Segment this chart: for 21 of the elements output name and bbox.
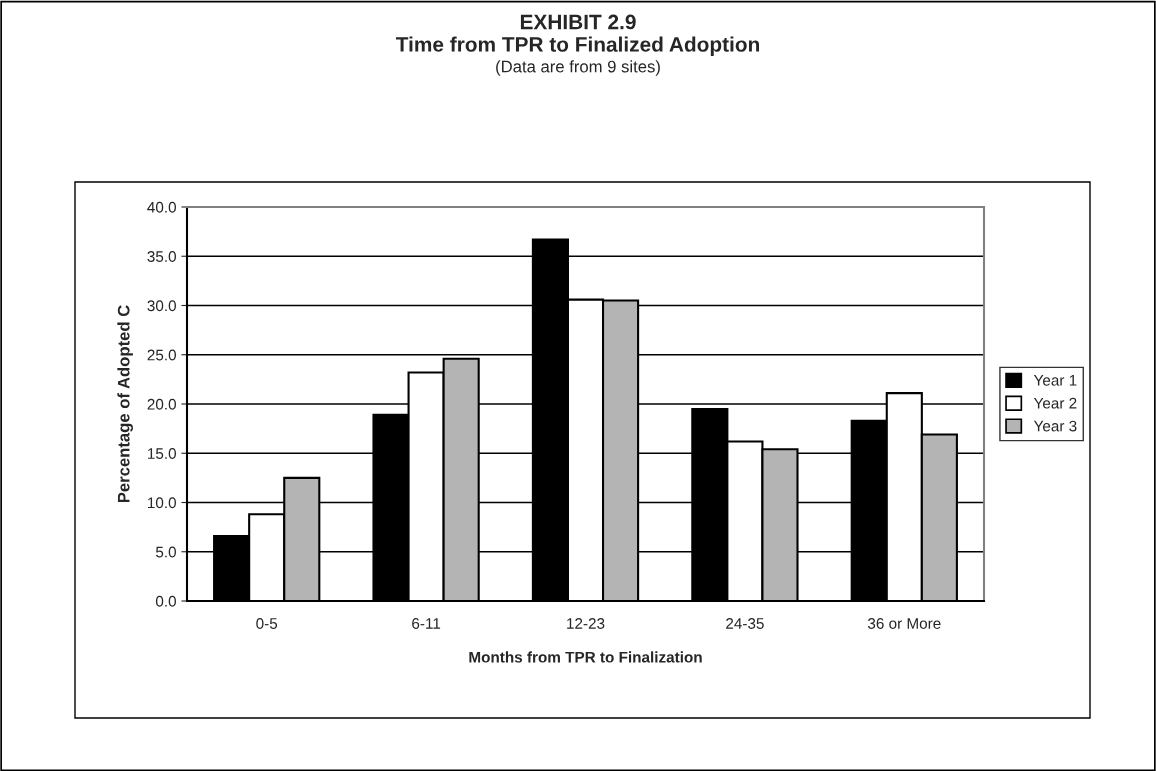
y-tick-label: 10.0 xyxy=(148,497,176,509)
y-axis-title: Percentage of Adopted C xyxy=(117,305,133,503)
y-tick-label: 0.0 xyxy=(155,595,176,607)
x-tick-label: 6-11 xyxy=(412,618,441,629)
x-tick-label: 0-5 xyxy=(256,618,278,629)
y-tick-label: 5.0 xyxy=(155,546,176,558)
legend-label: Year 3 xyxy=(1033,420,1077,432)
legend-label: Year 2 xyxy=(1033,397,1077,409)
y-tick-label: 40.0 xyxy=(147,201,176,213)
y-tick-label: 15.0 xyxy=(148,448,176,459)
y-tick-label: 25.0 xyxy=(147,349,176,361)
y-tick-label: 35.0 xyxy=(147,251,176,262)
x-tick-label: 12-23 xyxy=(567,618,605,629)
chart-title: EXHIBIT 2.9 Time from TPR to Finalized Adoption xyxy=(395,14,760,56)
y-tick-label: 20.0 xyxy=(147,398,176,410)
y-tick-label: 30.0 xyxy=(147,300,176,312)
chart-subtitle: (Data are from 9 sites) xyxy=(496,60,660,76)
x-axis-title: Months from TPR to Finalization xyxy=(469,651,702,663)
x-tick-label: 36 or More xyxy=(867,618,941,629)
legend-label: Year 1 xyxy=(1033,375,1077,386)
x-tick-label: 24-35 xyxy=(726,618,764,629)
